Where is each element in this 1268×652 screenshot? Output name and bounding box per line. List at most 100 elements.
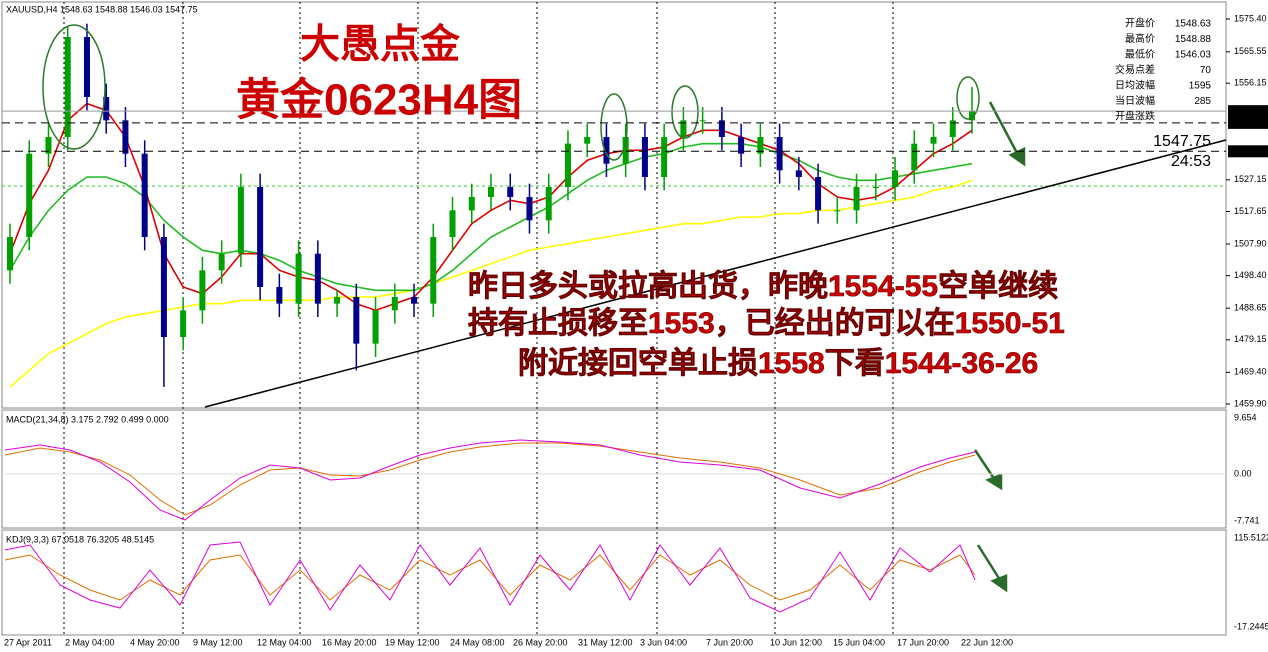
trend-line bbox=[204, 139, 1227, 408]
y-tick-label: 1565.55 bbox=[1234, 46, 1267, 56]
moving-average bbox=[9, 179, 973, 388]
highlight-ellipses bbox=[42, 24, 980, 161]
macd-tick-label: 9.654 bbox=[1234, 412, 1257, 422]
y-tick-label: 1575.40 bbox=[1234, 13, 1267, 23]
moving-average bbox=[9, 142, 973, 292]
time-label: 26 May 20:00 bbox=[513, 637, 568, 647]
candle-body bbox=[911, 143, 918, 171]
candle-body bbox=[526, 197, 533, 221]
candle-body bbox=[738, 137, 745, 154]
candle-body bbox=[622, 137, 629, 164]
kdj-tick-label: 115.5122 bbox=[1234, 532, 1268, 542]
time-gridlines bbox=[63, 2, 894, 635]
candle-body bbox=[603, 137, 610, 164]
candle-body bbox=[545, 187, 552, 221]
candle-body bbox=[815, 177, 822, 211]
candle-body bbox=[969, 111, 975, 121]
info-label: 日均波幅 bbox=[1115, 79, 1155, 92]
candle-body bbox=[180, 310, 187, 337]
candle-body bbox=[795, 170, 802, 177]
candle-body bbox=[64, 37, 71, 137]
candle-body bbox=[391, 297, 398, 311]
title: 大愚点金 bbox=[300, 22, 461, 67]
time-label: 22 Jun 12:00 bbox=[961, 637, 1013, 647]
time-label: 17 Jun 20:00 bbox=[897, 637, 949, 647]
candle-body bbox=[237, 187, 244, 254]
info-label: 最高价 bbox=[1125, 32, 1155, 45]
y-tick-label: 1459.90 bbox=[1234, 398, 1267, 408]
macd-tick-label: 0.00 bbox=[1234, 468, 1252, 478]
time-label: 24 May 08:00 bbox=[450, 637, 505, 647]
annotation: 持有止损移至1553，已经出的可以在1550-51 bbox=[468, 306, 1065, 340]
candle-body bbox=[564, 143, 571, 187]
info-label: 当日波幅 bbox=[1115, 94, 1155, 107]
candle-body bbox=[776, 137, 783, 171]
candle-body bbox=[449, 210, 456, 237]
info-value: 70 bbox=[1200, 65, 1212, 76]
candle-body bbox=[295, 253, 302, 304]
time-label: 19 May 12:00 bbox=[385, 637, 440, 647]
kdj-header: KDJ(9,3,3) 67.0518 76.3205 48.5145 bbox=[6, 534, 154, 544]
price-box bbox=[1228, 105, 1268, 118]
y-tick-label: 1556.15 bbox=[1234, 78, 1267, 88]
countdown: 24:53 bbox=[1171, 153, 1211, 170]
candle-body bbox=[372, 310, 379, 344]
candle-body bbox=[334, 297, 341, 304]
candle-body bbox=[122, 120, 129, 154]
candle-body bbox=[699, 120, 706, 122]
candle-body bbox=[834, 210, 841, 212]
price-plot bbox=[7, 23, 975, 388]
candle-body bbox=[661, 137, 668, 177]
kdj-tick-label: -17.2445 bbox=[1234, 621, 1268, 631]
candle-body bbox=[488, 187, 494, 197]
macd-tick-label: -7.741 bbox=[1234, 515, 1260, 525]
macd-header: MACD(21,34,8) 3.175 2.792 0.499 0.000 bbox=[6, 414, 169, 424]
info-label: 开盘价 bbox=[1125, 17, 1155, 30]
indicator-lines bbox=[4, 439, 976, 613]
info-label: 开盘涨跌 bbox=[1115, 110, 1155, 123]
candle-body bbox=[141, 153, 148, 237]
info-value: 1546.03 bbox=[1175, 50, 1212, 61]
candle-body bbox=[83, 37, 90, 97]
time-label: 10 Jun 12:00 bbox=[770, 637, 822, 647]
annotation: 附近接回空单止损1558下看1544-36-26 bbox=[518, 347, 1038, 380]
price-box-label: 1535.71 bbox=[1231, 146, 1264, 156]
time-label: 27 Apr 2011 bbox=[4, 637, 52, 647]
candle-body bbox=[949, 120, 956, 137]
current-price: 1547.75 bbox=[1153, 133, 1211, 150]
title: 黄金0623H4图 bbox=[236, 76, 522, 125]
info-value: 1548.88 bbox=[1175, 34, 1212, 45]
y-tick-label: 1469.40 bbox=[1234, 367, 1267, 377]
main-panel bbox=[1, 1, 1227, 409]
info-label: 交易点差 bbox=[1115, 63, 1155, 76]
price-box bbox=[1228, 145, 1268, 158]
y-tick-label: 1517.65 bbox=[1234, 206, 1267, 216]
candle-body bbox=[892, 170, 899, 187]
candle-body bbox=[199, 270, 206, 311]
candle-body bbox=[853, 187, 860, 211]
candle-body bbox=[430, 237, 437, 304]
candle-body bbox=[45, 137, 52, 154]
y-tick-label: 1527.15 bbox=[1234, 174, 1267, 184]
candle-body bbox=[680, 120, 687, 137]
y-tick-label: 1488.65 bbox=[1234, 303, 1267, 313]
candle-body bbox=[930, 137, 937, 144]
candle-body bbox=[353, 297, 360, 344]
time-label: 16 May 20:00 bbox=[322, 637, 377, 647]
candle-body bbox=[218, 253, 225, 271]
candle-body bbox=[641, 137, 648, 177]
info-value: 1548.63 bbox=[1175, 19, 1212, 30]
candle-body bbox=[103, 97, 110, 121]
time-label: 2 May 04:00 bbox=[65, 637, 115, 647]
time-label: 9 May 12:00 bbox=[193, 637, 243, 647]
candle-body bbox=[468, 197, 475, 211]
candle-body bbox=[7, 237, 13, 271]
annotation: 昨日多头或拉高出货，昨晚1554-55空单继续 bbox=[468, 269, 1058, 303]
info-value: 1595 bbox=[1189, 81, 1212, 92]
time-label: 4 May 20:00 bbox=[130, 637, 180, 647]
y-tick-label: 1479.15 bbox=[1234, 334, 1267, 344]
candle-body bbox=[718, 120, 725, 137]
candle-body bbox=[257, 187, 264, 287]
candle-body bbox=[584, 137, 591, 144]
